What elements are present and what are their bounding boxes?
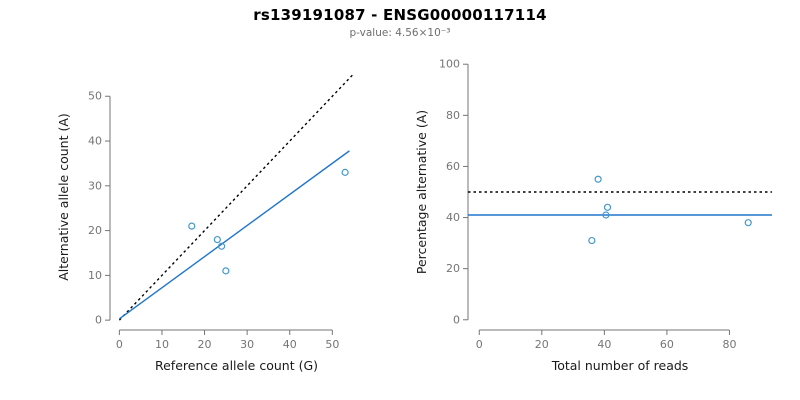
y-tick-label: 40 — [446, 211, 460, 224]
y-tick-label: 10 — [88, 269, 102, 282]
data-point — [217, 242, 226, 250]
y-tick-label: 100 — [439, 58, 460, 71]
x-tick-label: 10 — [155, 338, 169, 351]
y-tick-label: 50 — [88, 90, 102, 103]
x-tick-label: 20 — [198, 338, 212, 351]
data-point — [588, 236, 596, 245]
y-tick-label: 20 — [446, 262, 460, 275]
x-axis-label: Total number of reads — [551, 358, 689, 373]
x-tick-label: 20 — [535, 338, 549, 351]
y-tick-label: 40 — [88, 135, 102, 148]
data-point — [744, 219, 752, 227]
data-point — [213, 235, 221, 244]
x-tick-label: 80 — [722, 338, 736, 351]
y-tick-label: 0 — [453, 313, 460, 326]
identity-line — [118, 73, 355, 321]
x-tick-label: 30 — [240, 338, 254, 351]
plot-percentage-vs-reads: 0 20 40 60 80 0 20 40 60 80 100 Total number of rea… — [414, 58, 772, 373]
x-tick-label: 60 — [660, 338, 674, 351]
x-tick-label: 50 — [325, 338, 339, 351]
y-tick-label: 0 — [95, 314, 102, 327]
x-tick-label: 40 — [597, 338, 611, 351]
x-tick-label: 0 — [476, 338, 483, 351]
data-point — [188, 222, 196, 230]
data-point — [602, 211, 610, 219]
y-tick-label: 30 — [88, 179, 102, 192]
y-tick-label: 80 — [446, 109, 460, 122]
fit-line — [118, 150, 350, 320]
y-tick-label: 20 — [88, 224, 102, 237]
plot-allele-counts: 0 10 20 30 40 50 0 10 20 30 40 50 Reference allele c… — [56, 73, 355, 373]
data-point — [222, 267, 230, 275]
y-axis-label: Percentage alternative (A) — [414, 110, 429, 274]
data-point — [603, 203, 612, 211]
x-tick-label: 0 — [116, 338, 123, 351]
x-tick-label: 40 — [283, 338, 297, 351]
y-axis-label: Alternative allele count (A) — [56, 113, 71, 281]
data-point — [341, 168, 349, 176]
y-tick-label: 60 — [446, 160, 460, 173]
x-axis-label: Reference allele count (G) — [155, 358, 318, 373]
data-point — [594, 175, 602, 183]
